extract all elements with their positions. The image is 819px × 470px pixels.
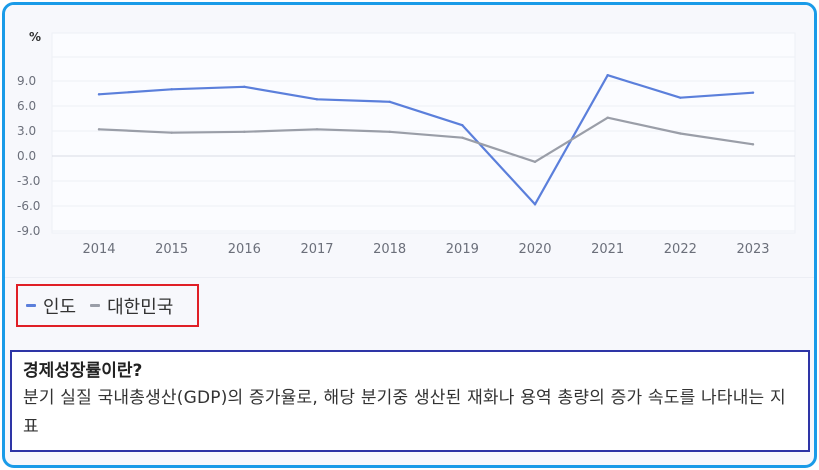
x-tick-label: 2017	[300, 242, 333, 257]
chart-legend: 인도 대한민국	[16, 284, 199, 327]
x-tick-label: 2021	[591, 242, 624, 257]
y-tick-label: -6.0	[17, 199, 40, 213]
series-point-1	[751, 143, 755, 146]
legend-swatch-korea	[90, 304, 101, 307]
x-tick-label: 2018	[373, 242, 406, 257]
y-unit-label: %	[29, 30, 41, 44]
series-point-1	[679, 132, 682, 135]
series-point-1	[97, 128, 101, 131]
series-point-0	[461, 123, 464, 127]
y-tick-label: -3.0	[17, 174, 40, 188]
series-point-0	[243, 85, 246, 89]
x-tick-label: 2022	[664, 242, 697, 257]
series-line-1	[97, 116, 755, 163]
line-chart: 9.0 6.0 3.0 0.0 -3.0 -6.0 -9.0% 2014 2015 2016 201…	[17, 30, 796, 257]
series-point-0	[679, 96, 682, 99]
legend-item-korea[interactable]: 대한민국	[90, 293, 173, 319]
definition-box: 경제성장률이란? 분기 실질 국내총생산(GDP)의 증가율로, 해당 분기중 …	[10, 350, 810, 452]
legend-label-korea: 대한민국	[107, 296, 174, 318]
definition-title: 경제성장률이란?	[23, 361, 143, 381]
x-tick-label: 2019	[446, 242, 479, 257]
series-point-1	[243, 130, 246, 134]
legend-item-india[interactable]: 인도	[26, 293, 76, 319]
x-tick-label: 2023	[736, 242, 769, 257]
series-point-1	[388, 130, 391, 134]
series-point-1	[533, 160, 537, 164]
series-point-0	[388, 100, 391, 104]
x-tick-label: 2015	[155, 242, 188, 257]
y-tick-label: 6.0	[17, 99, 36, 113]
x-tick-label: 2020	[518, 242, 551, 257]
series-point-0	[315, 98, 319, 101]
definition-body: 분기 실질 국내총생산(GDP)의 증가율로, 해당 분기중 생산된 재화나 용…	[23, 388, 786, 437]
legend-band	[5, 277, 814, 342]
series-point-0	[751, 91, 755, 94]
legend-label-india: 인도	[43, 296, 77, 318]
series-point-0	[170, 88, 173, 91]
y-tick-label: -9.0	[17, 224, 40, 238]
x-tick-label: 2014	[82, 242, 115, 257]
chart-area: 9.0 6.0 3.0 0.0 -3.0 -6.0 -9.0% 2014 2015 2016 201…	[5, 5, 814, 283]
series-point-1	[606, 116, 609, 119]
y-tick-label: 0.0	[17, 149, 36, 163]
series-point-1	[315, 128, 319, 131]
y-tick-label: 3.0	[17, 124, 36, 138]
series-point-0	[533, 203, 537, 206]
series-point-0	[606, 73, 609, 77]
x-tick-label: 2016	[228, 242, 261, 257]
legend-swatch-india	[26, 304, 36, 307]
series-line-0	[97, 74, 755, 206]
series-point-1	[170, 131, 173, 134]
series-point-0	[97, 93, 101, 96]
series-point-1	[461, 136, 464, 139]
y-tick-label: 9.0	[17, 74, 36, 88]
